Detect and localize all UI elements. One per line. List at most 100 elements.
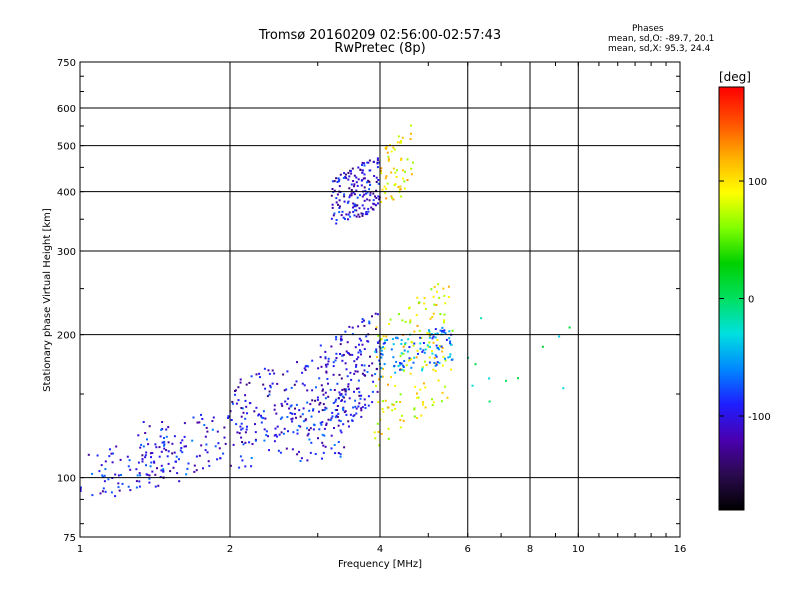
data-point <box>355 181 358 184</box>
data-point <box>371 208 374 211</box>
data-point <box>488 377 491 380</box>
data-point <box>114 473 117 476</box>
data-point <box>196 421 199 424</box>
data-point <box>375 328 377 330</box>
data-point <box>382 410 385 413</box>
data-point <box>399 188 402 191</box>
data-point <box>416 296 419 299</box>
data-point <box>375 348 378 351</box>
data-point <box>391 197 394 200</box>
data-point <box>418 301 421 304</box>
data-point <box>176 472 179 475</box>
data-point <box>339 429 342 432</box>
data-point <box>390 195 393 198</box>
data-point <box>404 320 407 323</box>
data-point <box>218 447 221 450</box>
data-point <box>349 413 352 416</box>
data-point <box>322 403 325 406</box>
data-point <box>277 449 280 452</box>
data-point <box>361 169 364 172</box>
data-point <box>206 430 209 433</box>
data-point <box>401 368 404 371</box>
data-point <box>325 407 328 410</box>
data-point <box>409 319 412 322</box>
data-point <box>363 193 366 196</box>
x-tick-label: 10 <box>572 544 585 555</box>
data-point <box>271 369 274 372</box>
data-point <box>435 355 438 358</box>
data-point <box>269 386 272 389</box>
data-point <box>312 409 314 412</box>
data-point <box>200 413 202 416</box>
data-point <box>312 408 315 411</box>
data-point <box>403 369 406 372</box>
data-point <box>342 409 345 412</box>
data-point <box>447 285 450 288</box>
data-point <box>110 452 113 455</box>
data-point <box>363 364 366 367</box>
data-point <box>373 175 376 177</box>
data-point <box>166 455 169 458</box>
data-point <box>308 429 311 432</box>
data-point <box>426 344 429 347</box>
data-point <box>250 465 253 468</box>
data-point <box>227 417 229 419</box>
point-cluster <box>380 124 414 203</box>
data-point <box>353 360 356 363</box>
data-point <box>318 403 321 406</box>
data-point <box>360 339 363 342</box>
data-point <box>240 407 243 409</box>
data-point <box>406 179 409 181</box>
data-point <box>343 195 346 198</box>
data-point <box>384 177 387 180</box>
data-point <box>324 391 327 394</box>
data-point <box>185 445 187 448</box>
data-point <box>474 363 477 366</box>
data-point <box>342 177 345 179</box>
data-point <box>376 159 379 161</box>
data-point <box>397 365 400 368</box>
data-point <box>441 326 444 329</box>
y-tick-label: 75 <box>63 533 76 544</box>
data-point <box>404 170 407 173</box>
data-point <box>236 431 239 434</box>
data-point <box>258 413 260 416</box>
data-point <box>396 169 398 172</box>
data-point <box>382 346 384 349</box>
data-point <box>399 368 402 371</box>
data-point <box>144 432 147 434</box>
y-tick-label: 400 <box>57 188 76 199</box>
data-point <box>263 367 266 370</box>
data-point <box>442 355 445 358</box>
data-point <box>193 470 196 473</box>
data-point <box>371 362 374 365</box>
data-point <box>325 365 328 368</box>
data-point <box>337 177 340 180</box>
data-point <box>395 360 398 363</box>
data-point <box>321 441 324 444</box>
data-point <box>201 418 204 420</box>
y-tick-label: 200 <box>57 331 76 342</box>
data-point <box>242 411 245 414</box>
data-point <box>87 453 90 456</box>
data-point <box>390 171 393 174</box>
data-point <box>239 378 242 381</box>
data-point <box>137 461 140 464</box>
data-point <box>363 398 366 401</box>
data-point <box>366 340 369 343</box>
data-point <box>443 294 446 297</box>
data-point <box>377 182 380 185</box>
data-point <box>403 360 406 362</box>
data-point <box>361 179 364 182</box>
data-point <box>327 395 330 398</box>
data-point <box>150 456 152 459</box>
data-point <box>361 343 364 346</box>
data-point <box>319 344 322 347</box>
data-point <box>333 189 336 192</box>
data-point <box>376 422 379 425</box>
data-point <box>357 166 360 169</box>
data-point <box>372 192 375 195</box>
data-point <box>363 162 366 165</box>
data-point <box>435 344 438 347</box>
data-point <box>162 469 165 472</box>
